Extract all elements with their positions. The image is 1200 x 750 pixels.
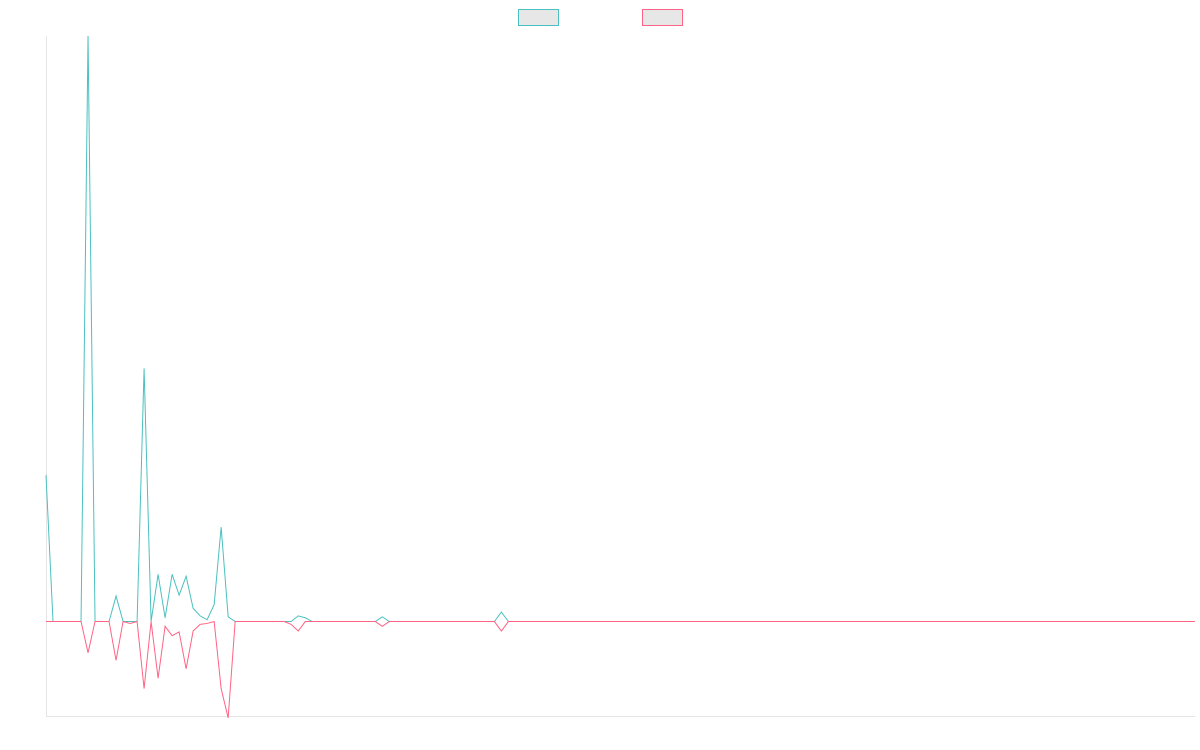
series-line-2 [46, 620, 1195, 719]
series-line-1 [45, 35, 1195, 623]
axes [46, 36, 1195, 717]
legend-swatch-2[interactable] [642, 9, 683, 26]
legend[interactable] [518, 9, 683, 26]
legend-swatch-1[interactable] [518, 9, 559, 26]
series-lines [45, 35, 1195, 719]
